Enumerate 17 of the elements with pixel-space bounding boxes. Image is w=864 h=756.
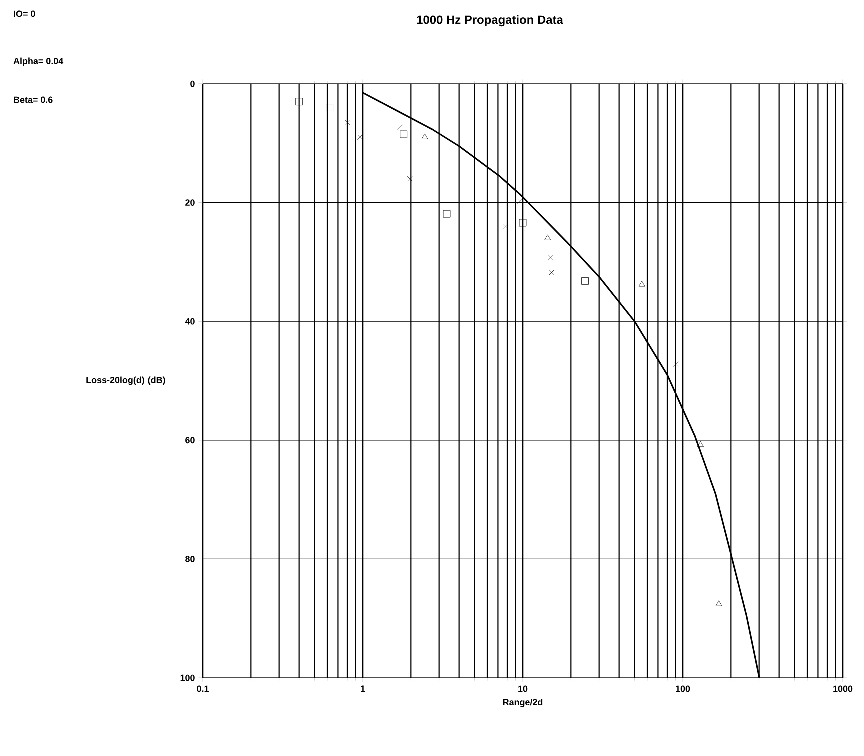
y-axis-title: Loss-20log(d) (dB): [86, 376, 166, 386]
x-tick-label: 0.1: [197, 686, 209, 692]
y-tick-label: 100: [180, 674, 195, 682]
chart-title: 1000 Hz Propagation Data: [417, 15, 564, 27]
y-tick-label: 0: [190, 80, 195, 88]
y-tick-label: 80: [186, 556, 195, 562]
text: Beta= 0.6: [14, 96, 53, 104]
y-tick-label: 60: [186, 437, 195, 444]
y-tick-label: 40: [185, 318, 195, 325]
x-tick-label: 10: [518, 686, 528, 692]
text: Alpha= 0.04: [14, 58, 64, 66]
x-axis-title: Range/2d: [503, 698, 543, 708]
text: IO= 0: [14, 10, 36, 18]
y-tick-label: 20: [186, 200, 195, 206]
x-tick-label: 100: [676, 686, 690, 692]
x-tick-label: 1: [361, 686, 366, 692]
x-tick-label: 1000: [834, 686, 853, 692]
